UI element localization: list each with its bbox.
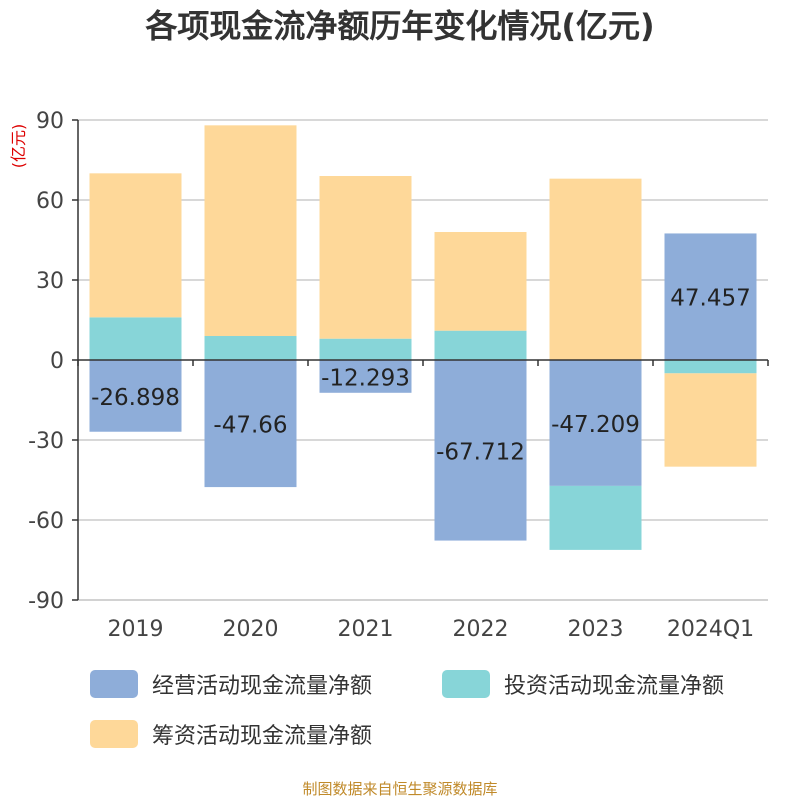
x-tick-label: 2024Q1	[667, 617, 754, 642]
bar-financing-2021	[319, 176, 412, 339]
legend-label-investing: 投资活动现金流量净额	[504, 674, 725, 699]
y-tick-label: 30	[36, 269, 64, 294]
x-tick-label: 2022	[453, 617, 509, 642]
legend-label-operating: 经营活动现金流量净额	[152, 674, 373, 699]
source-note: 制图数据来自恒生聚源数据库	[302, 780, 498, 798]
legend-label-financing: 筹资活动现金流量净额	[152, 724, 373, 749]
bar-operating-2020	[204, 360, 297, 488]
legend-item-investing[interactable]: 投资活动现金流量净额	[442, 668, 724, 700]
y-tick-label: -30	[28, 429, 64, 454]
data-label-2021: -12.293	[321, 365, 410, 391]
chart-title: 各项现金流净额历年变化情况(亿元)	[145, 7, 655, 45]
data-label-2019: -26.898	[91, 385, 180, 411]
x-tick-label: 2023	[568, 617, 624, 642]
y-tick-label: 0	[50, 349, 64, 374]
bar-financing-2022	[434, 232, 527, 331]
y-tick-label: 60	[36, 189, 64, 214]
x-tick-label: 2020	[223, 617, 279, 642]
bar-financing-2019	[89, 173, 182, 318]
bar-investing-2019	[89, 317, 182, 360]
bar-investing-2024Q1	[664, 360, 757, 374]
bar-investing-2022	[434, 330, 527, 360]
legend-swatch-financing	[90, 720, 138, 748]
y-tick-label: 90	[36, 109, 64, 134]
bar-operating-2024Q1	[664, 233, 757, 360]
bar-financing-2024Q1	[664, 373, 757, 467]
data-label-2022: -67.712	[436, 439, 525, 465]
bar-financing-2023	[549, 178, 642, 360]
data-label-2023: -47.209	[551, 412, 640, 438]
bar-operating-2019	[89, 360, 182, 432]
legend-item-operating[interactable]: 经营活动现金流量净额	[90, 668, 372, 700]
y-tick-label: -90	[28, 589, 64, 614]
bar-operating-2022	[434, 360, 527, 541]
bar-operating-2021	[319, 360, 412, 393]
x-tick-label: 2019	[108, 617, 164, 642]
bar-investing-2023	[549, 485, 642, 550]
bar-financing-2020	[204, 125, 297, 336]
bar-investing-2021	[319, 338, 412, 360]
legend-swatch-operating	[90, 670, 138, 698]
legend-swatch-investing	[442, 670, 490, 698]
data-label-2020: -47.66	[213, 413, 287, 439]
bar-operating-2023	[549, 360, 642, 486]
y-tick-label: -60	[28, 509, 64, 534]
x-tick-label: 2021	[338, 617, 394, 642]
y-axis-title: (亿元)	[9, 124, 28, 169]
bar-investing-2020	[204, 336, 297, 360]
data-label-2024Q1: 47.457	[670, 286, 750, 312]
legend-item-financing[interactable]: 筹资活动现金流量净额	[90, 718, 372, 750]
